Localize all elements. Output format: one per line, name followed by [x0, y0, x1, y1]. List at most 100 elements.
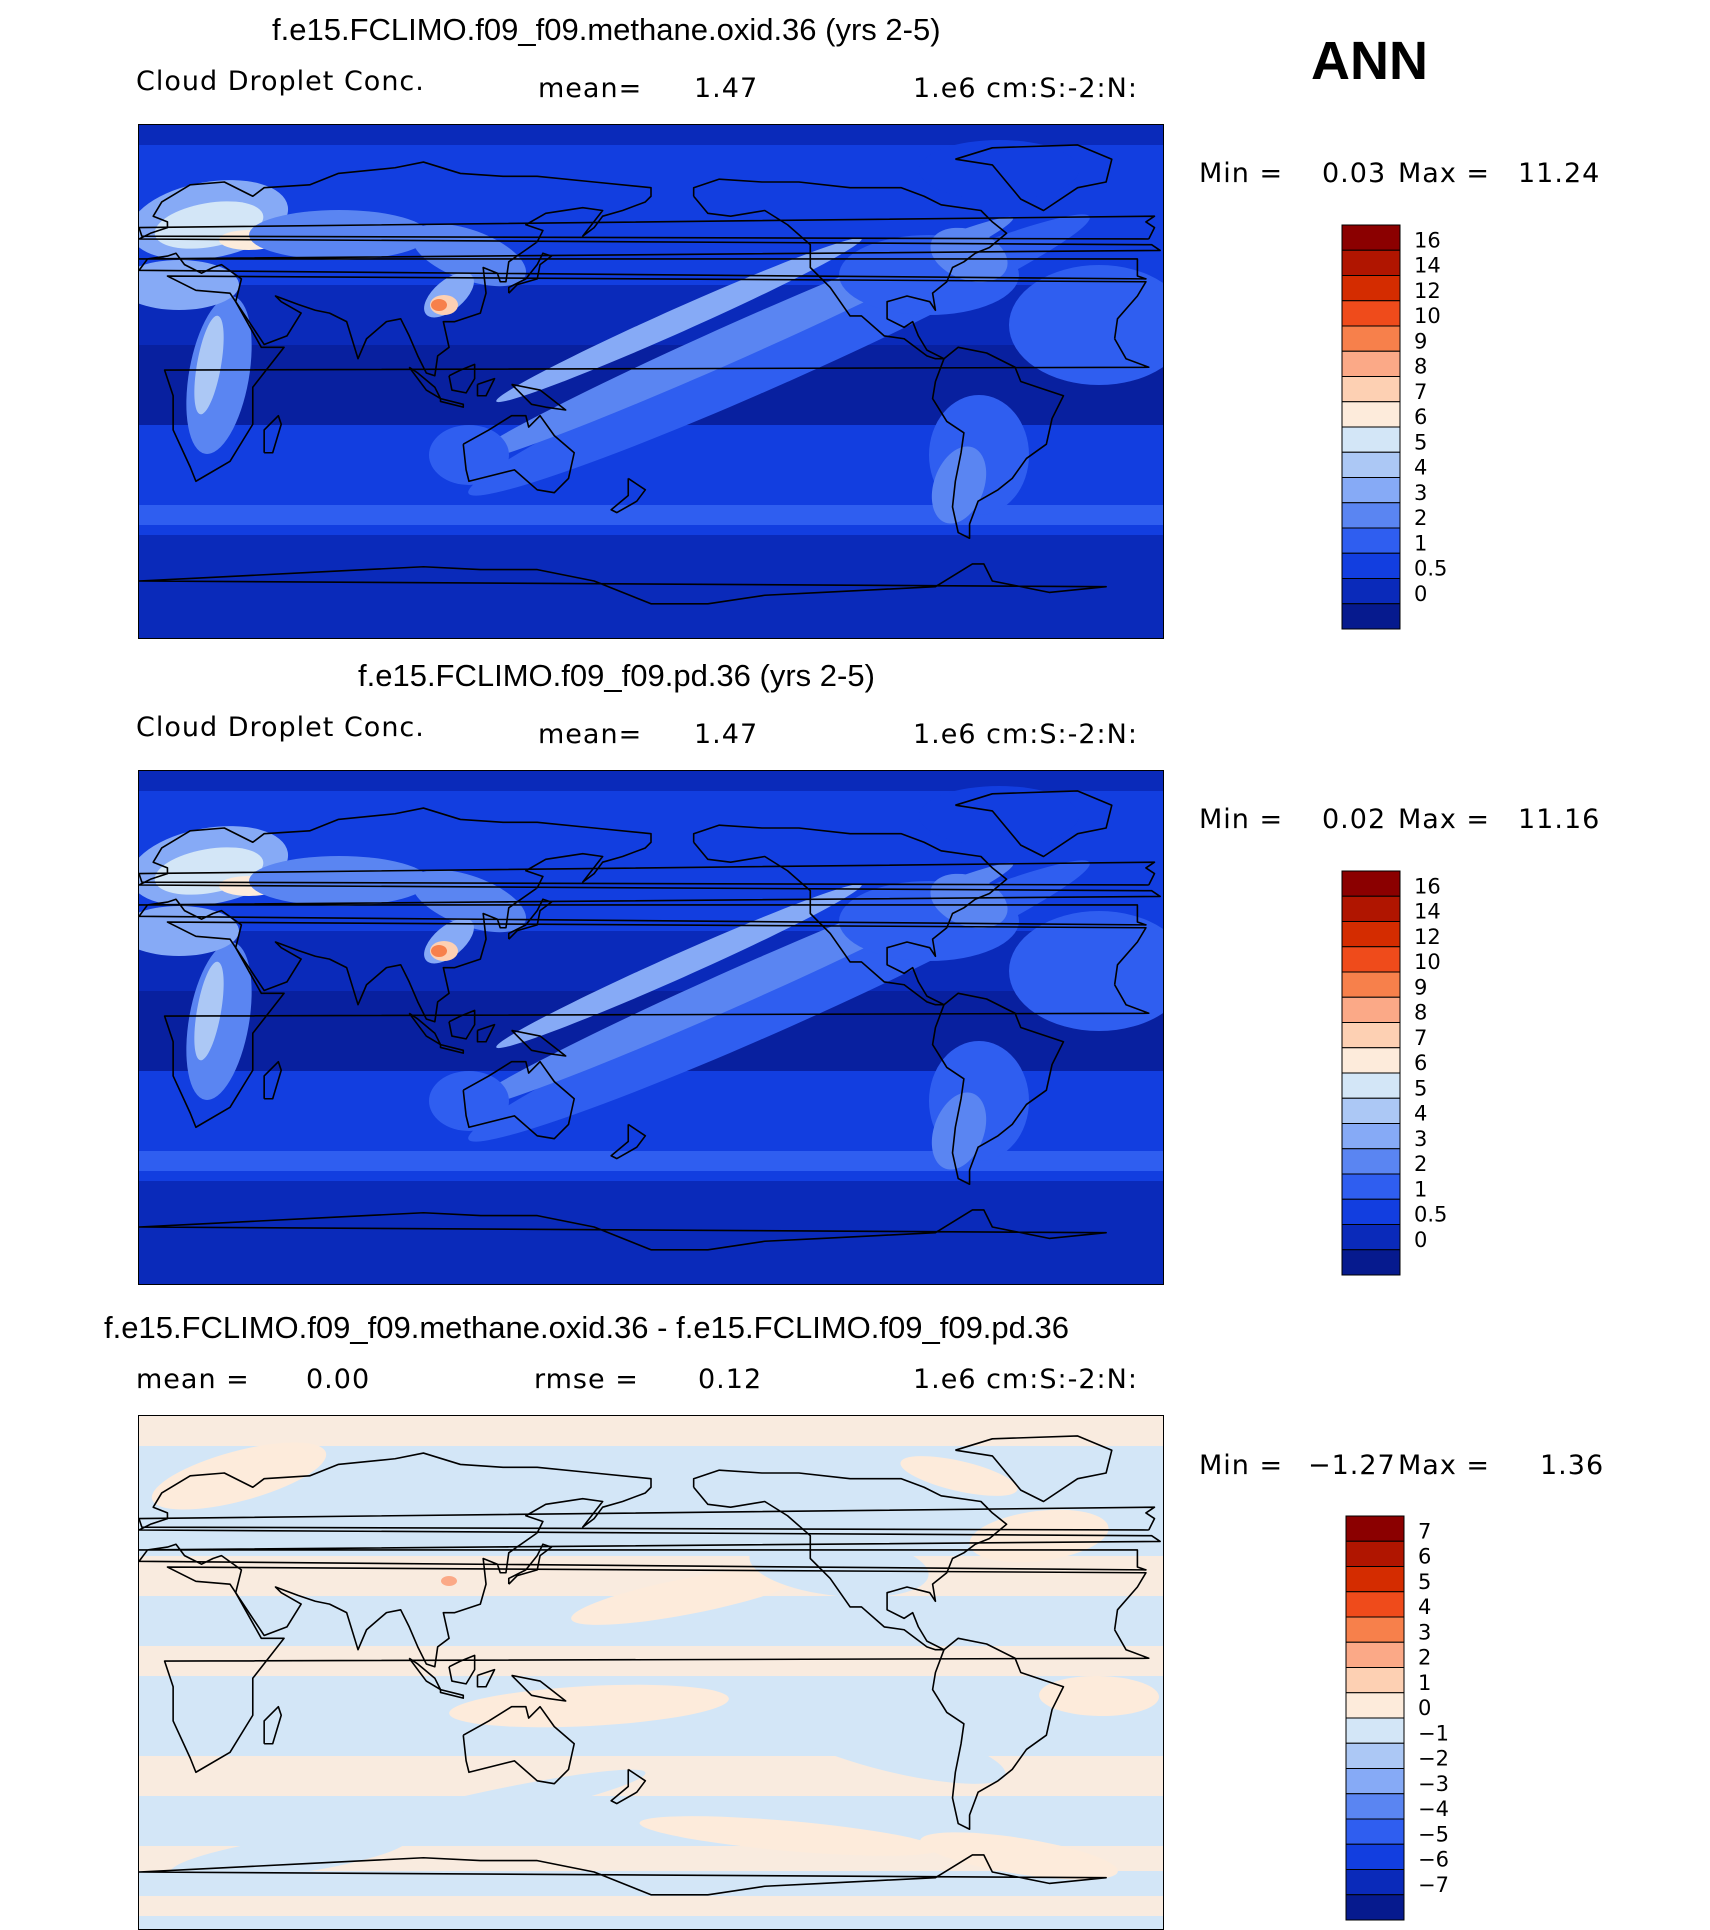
colorbar-tick-label: 4: [1418, 1595, 1431, 1619]
coastline: [931, 992, 1065, 1186]
coastline: [610, 1768, 647, 1805]
coastline: [610, 1123, 647, 1160]
colorbar-tick-label: 2: [1414, 506, 1427, 530]
coastline: [955, 144, 1113, 212]
coastline: [408, 1012, 442, 1046]
panel-1-variable: Cloud Droplet Conc.: [136, 66, 425, 97]
colorbar-tick-label: 4: [1414, 1102, 1427, 1126]
panel-2-max-value: 11.16: [1518, 804, 1601, 835]
panel-3-units: 1.e6 cm:S:-2:N:: [913, 1364, 1138, 1395]
colorbar-tick-label: 2: [1414, 1152, 1427, 1176]
coastline: [163, 921, 1150, 1129]
colorbar-swatch: [1341, 895, 1401, 922]
colorbar-swatch: [1345, 1692, 1405, 1719]
panel-2-min-value: 0.02: [1322, 804, 1387, 835]
colorbar-tick-label: 2: [1418, 1646, 1431, 1670]
colorbar-tick-label: 0: [1418, 1696, 1431, 1720]
coastline: [263, 1060, 283, 1100]
coastline: [955, 790, 1113, 858]
coastline: [139, 1209, 1107, 1251]
colorbar-swatch: [1345, 1742, 1405, 1769]
colorbar-swatch: [1345, 1869, 1405, 1896]
coastline: [448, 363, 476, 394]
colorbar-tick-label: 1: [1414, 531, 1427, 555]
colorbar-tick-label: −5: [1418, 1822, 1449, 1846]
colorbar-tick-label: 3: [1414, 1127, 1427, 1151]
panel-1-max-value: 11.24: [1518, 158, 1601, 189]
coastline: [955, 1435, 1113, 1503]
coastline: [139, 861, 1156, 886]
colorbar-swatch: [1341, 1173, 1401, 1200]
colorbar-swatch: [1341, 325, 1401, 352]
colorbar-tick-label: 6: [1414, 1051, 1427, 1075]
panel-2-title: f.e15.FCLIMO.f09_f09.pd.36 (yrs 2-5): [358, 658, 875, 693]
panel-1-min-label: Min =: [1199, 158, 1284, 189]
colorbar-tick-label: −4: [1418, 1797, 1449, 1821]
colorbar-tick-label: 3: [1414, 481, 1427, 505]
colorbar-tick-label: 7: [1418, 1519, 1431, 1543]
coastline: [439, 397, 465, 408]
panel-2-variable: Cloud Droplet Conc.: [136, 712, 425, 743]
coastline: [931, 1637, 1065, 1831]
panel-3-rmse-label: rmse =: [534, 1364, 639, 1395]
colorbar-tick-label: −1: [1418, 1721, 1449, 1745]
coastline: [692, 1469, 1008, 1651]
panel-1-mean-value: 1.47: [694, 73, 759, 104]
coastline: [163, 275, 1150, 483]
panel-1-max-label: Max =: [1398, 158, 1491, 189]
colorbar-swatch: [1341, 1224, 1401, 1251]
coastline: [476, 377, 496, 397]
coastline: [507, 898, 553, 940]
panel-1-colorbar: 16 14 12 10 9 8 7 6 5 4 3 2 1 0.5 0: [1340, 224, 1460, 630]
colorbar-tick-label: 14: [1414, 900, 1441, 924]
colorbar-tick-label: 8: [1414, 1001, 1427, 1025]
colorbar-swatch: [1341, 1072, 1401, 1099]
coastline: [692, 178, 1008, 360]
colorbar-tick-label: 12: [1414, 925, 1441, 949]
colorbar-swatch: [1345, 1667, 1405, 1694]
colorbar-swatch: [1341, 275, 1401, 302]
coastline: [448, 1009, 476, 1040]
coastline: [511, 383, 567, 411]
panel-2-min-label: Min =: [1199, 804, 1284, 835]
colorbar-tick-label: 7: [1414, 380, 1427, 404]
colorbar-tick-label: 4: [1414, 456, 1427, 480]
coastline: [439, 1043, 465, 1054]
colorbar-swatch: [1345, 1793, 1405, 1820]
colorbar-tick-label: 10: [1414, 304, 1441, 328]
colorbar-swatch: [1341, 224, 1401, 251]
panel-1-units: 1.e6 cm:S:-2:N:: [913, 73, 1138, 104]
colorbar-swatch: [1345, 1768, 1405, 1795]
colorbar-tick-label: 5: [1418, 1570, 1431, 1594]
coastline: [448, 1654, 476, 1685]
colorbar-swatch: [1345, 1843, 1405, 1870]
coastline: [476, 1023, 496, 1043]
colorbar-swatch: [1345, 1641, 1405, 1668]
colorbar-tick-label: 0: [1414, 1228, 1427, 1252]
colorbar-tick-label: −6: [1418, 1848, 1449, 1872]
panel-3-mean-label: mean =: [136, 1364, 250, 1395]
colorbar-swatch: [1341, 527, 1401, 554]
colorbar-tick-label: 16: [1414, 228, 1441, 252]
colorbar-swatch: [1341, 1148, 1401, 1175]
panel-2-mean-label: mean=: [538, 719, 643, 750]
colorbar-swatch: [1345, 1591, 1405, 1618]
colorbar-tick-label: 7: [1414, 1026, 1427, 1050]
colorbar-swatch: [1341, 376, 1401, 403]
colorbar-tick-label: 0.5: [1414, 557, 1447, 581]
coastline: [263, 1705, 283, 1745]
coastline: [408, 1657, 442, 1691]
colorbar-swatch: [1341, 350, 1401, 377]
panel-3-rmse-value: 0.12: [698, 1364, 763, 1395]
coastline: [462, 1060, 576, 1140]
colorbar-swatch: [1341, 921, 1401, 948]
colorbar-swatch: [1341, 1097, 1401, 1124]
panel-2-mean-value: 1.47: [694, 719, 759, 750]
coastline: [139, 563, 1107, 605]
panel-2-units: 1.e6 cm:S:-2:N:: [913, 719, 1138, 750]
colorbar-tick-label: 1: [1418, 1671, 1431, 1695]
coastline: [931, 346, 1065, 540]
colorbar-tick-label: 9: [1414, 329, 1427, 353]
coastline: [263, 414, 283, 454]
